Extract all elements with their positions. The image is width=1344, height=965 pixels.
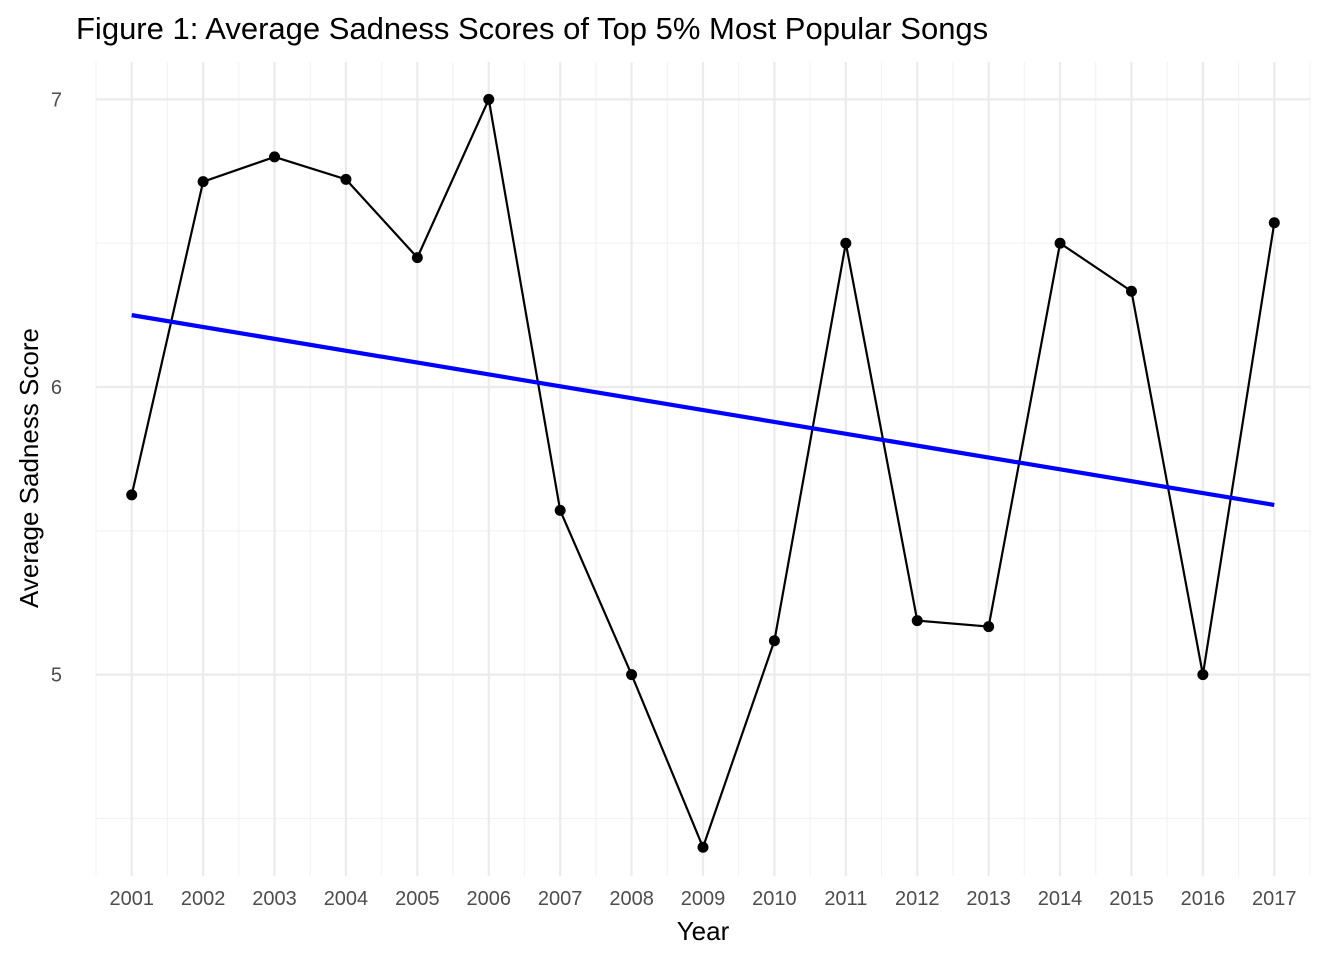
y-tick-label: 5 xyxy=(51,665,62,687)
x-tick-label: 2001 xyxy=(109,888,154,910)
trendline-layer xyxy=(131,313,1275,508)
x-tick-label: 2016 xyxy=(1181,888,1226,910)
x-tick-label: 2005 xyxy=(395,888,440,910)
data-point xyxy=(554,504,566,516)
data-point xyxy=(340,173,352,185)
x-tick-label: 2014 xyxy=(1038,888,1083,910)
data-point xyxy=(411,252,423,264)
chart-title: Figure 1: Average Sadness Scores of Top … xyxy=(76,11,988,46)
x-tick-label: 2009 xyxy=(681,888,726,910)
data-point xyxy=(840,237,852,249)
x-tick-label: 2011 xyxy=(824,888,867,910)
data-point xyxy=(483,93,495,105)
data-point xyxy=(197,176,209,188)
x-tick-label: 2004 xyxy=(324,888,369,910)
data-point xyxy=(697,841,709,853)
x-tick-label: 2003 xyxy=(252,888,297,910)
data-point xyxy=(269,151,281,163)
x-tick-label: 2006 xyxy=(467,888,512,910)
x-tick-label: 2017 xyxy=(1252,888,1297,910)
data-point xyxy=(126,489,138,501)
data-point xyxy=(1125,285,1137,297)
x-tick-label: 2010 xyxy=(752,888,797,910)
x-tick-label: 2015 xyxy=(1109,888,1154,910)
tick-labels: 2001 2002 2003 2004 2005 2006 2007 2008 2009 2010… xyxy=(51,89,1297,910)
y-axis-title: Average Sadness Score xyxy=(14,328,44,608)
y-tick-label: 6 xyxy=(51,377,62,399)
data-point xyxy=(1268,217,1280,229)
data-point xyxy=(983,621,995,633)
x-tick-label: 2012 xyxy=(895,888,940,910)
x-tick-label: 2002 xyxy=(181,888,226,910)
x-tick-label: 2008 xyxy=(609,888,654,910)
data-point xyxy=(626,669,638,681)
data-point xyxy=(1197,669,1209,681)
trend-line xyxy=(131,313,1275,508)
x-tick-label: 2013 xyxy=(966,888,1011,910)
y-tick-label: 7 xyxy=(51,89,62,111)
data-points xyxy=(126,93,1280,853)
data-point xyxy=(911,615,923,627)
data-point xyxy=(768,635,780,647)
grid-lines xyxy=(95,62,1311,876)
x-axis-title: Year xyxy=(677,916,730,946)
data-point xyxy=(1054,237,1066,249)
x-tick-label: 2007 xyxy=(538,888,583,910)
